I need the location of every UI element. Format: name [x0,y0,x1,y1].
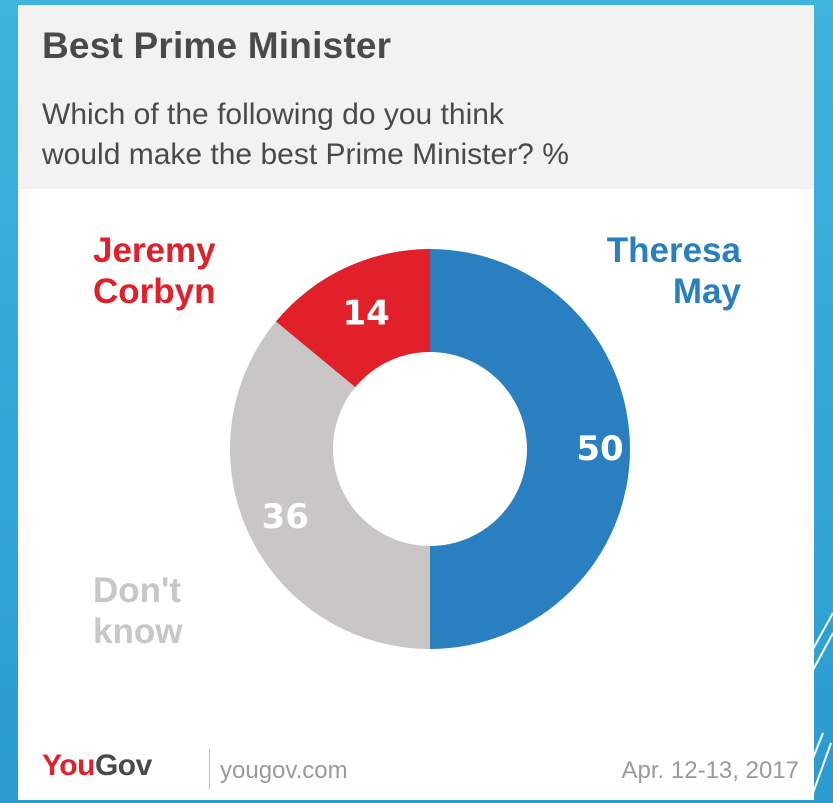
label-may-line-1: Theresa [606,231,741,270]
donut-slice-2 [275,249,430,388]
donut-slice-1 [229,321,430,649]
donut-slice-0 [430,249,630,649]
chart-subtitle: Which of the following do you think woul… [42,95,782,175]
donut-chart: 50 36 14 [229,249,630,649]
footer-date: Apr. 12-13, 2017 [621,757,799,784]
label-theresa-may: Theresa May [607,230,741,312]
subtitle-line-1: Which of the following do you think [42,98,504,131]
label-may-line-2: May [672,272,741,311]
footer-site-link[interactable]: yougov.com [220,757,348,784]
label-dk-line-2: know [93,612,183,651]
logo-gov-text: Gov [94,749,152,782]
chart-title: Best Prime Minister [42,25,392,66]
subtitle-line-2: would make the best Prime Minister? % [42,138,569,171]
logo-you-text: You [42,749,95,782]
donut-value-label-0: 50 [576,429,623,469]
donut-value-label-2: 14 [342,293,389,333]
label-dk-line-1: Don't [93,571,182,610]
yougov-logo: YouGov [42,749,152,783]
footer-divider [209,749,210,789]
label-dont-know: Don't know [93,570,182,652]
label-corbyn-line-1: Jeremy [93,231,216,270]
card-header: Best Prime Minister Which of the followi… [18,5,814,189]
poll-card: Best Prime Minister Which of the followi… [18,5,814,800]
label-jeremy-corbyn: Jeremy Corbyn [93,230,216,312]
donut-value-label-1: 36 [262,497,309,537]
label-corbyn-line-2: Corbyn [93,272,216,311]
